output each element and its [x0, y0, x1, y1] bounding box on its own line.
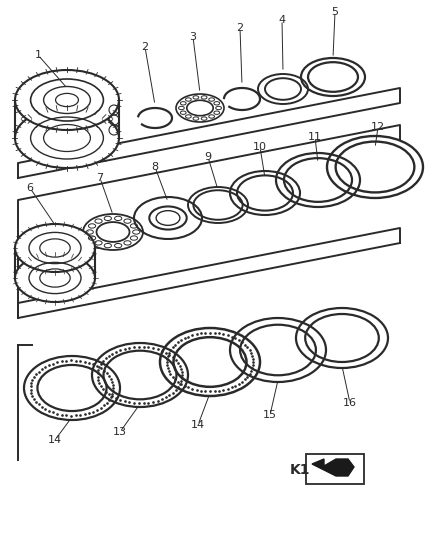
Text: 5: 5: [332, 7, 339, 17]
Text: 7: 7: [96, 173, 103, 183]
Text: 11: 11: [308, 132, 322, 142]
Text: 2: 2: [141, 42, 148, 52]
Text: 9: 9: [205, 152, 212, 162]
Text: 16: 16: [343, 398, 357, 408]
Bar: [306, 454, 364, 484]
Text: 14: 14: [191, 420, 205, 430]
Text: 12: 12: [371, 122, 385, 132]
Text: K1: K1: [290, 463, 311, 477]
Text: 15: 15: [263, 410, 277, 420]
Text: 6: 6: [27, 183, 33, 193]
Ellipse shape: [15, 224, 95, 272]
Text: 4: 4: [279, 15, 286, 25]
Polygon shape: [312, 459, 354, 476]
Ellipse shape: [15, 108, 119, 168]
Text: 3: 3: [190, 32, 197, 42]
Text: 10: 10: [253, 142, 267, 152]
Ellipse shape: [15, 254, 95, 302]
Text: 8: 8: [152, 162, 159, 172]
Ellipse shape: [15, 70, 119, 130]
Text: 13: 13: [113, 427, 127, 437]
Text: 1: 1: [35, 50, 42, 60]
Text: 14: 14: [48, 435, 62, 445]
Text: 2: 2: [237, 23, 244, 33]
